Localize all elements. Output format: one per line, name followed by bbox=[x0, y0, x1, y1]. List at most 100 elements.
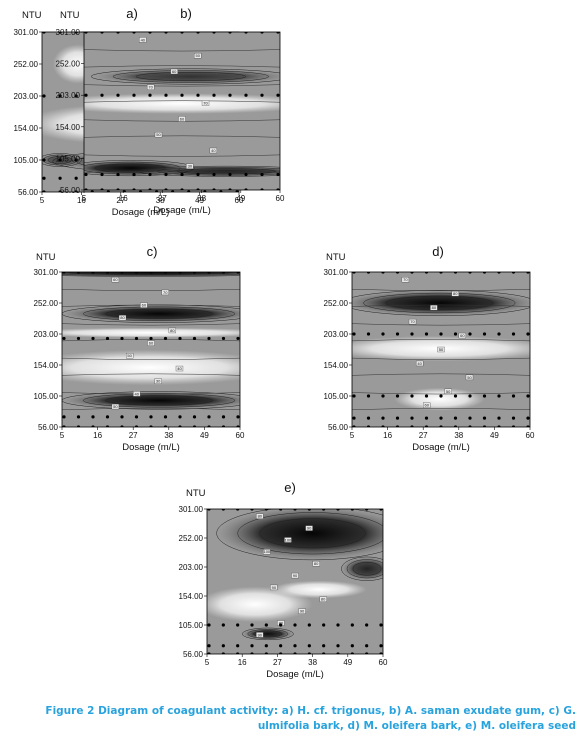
x-tick-label: 60 bbox=[276, 194, 285, 203]
sample-point bbox=[381, 332, 385, 336]
sample-point bbox=[511, 332, 516, 336]
sample-point bbox=[439, 416, 443, 420]
plot-frame bbox=[83, 31, 281, 191]
contour-value-tag: 80 bbox=[319, 596, 327, 602]
sample-point bbox=[236, 623, 240, 627]
sample-point bbox=[468, 394, 472, 398]
contour-line bbox=[62, 392, 240, 395]
x-tick-label: 38 bbox=[197, 194, 206, 203]
y-tick-label: 56.00 bbox=[183, 650, 204, 659]
sample-point bbox=[58, 94, 62, 98]
x-tick-label: 16 bbox=[93, 431, 102, 440]
contour-value-label: 60 bbox=[149, 341, 154, 346]
sample-point bbox=[336, 644, 340, 648]
contour-value-label: 80 bbox=[432, 305, 437, 310]
y-tick-label: 154.00 bbox=[179, 592, 204, 601]
contour-line bbox=[352, 290, 530, 316]
x-tick-label: 60 bbox=[526, 431, 535, 440]
y-tick-label: 203.00 bbox=[34, 330, 59, 339]
contour-value-tag: 90 bbox=[291, 572, 299, 579]
contour-value-tag: 50 bbox=[465, 374, 474, 381]
contour-value-label: 80 bbox=[314, 561, 319, 566]
x-tick-label: 38 bbox=[164, 431, 173, 440]
sample-point bbox=[468, 332, 472, 336]
contour-value-tag: 80 bbox=[118, 315, 127, 321]
contour-value-tag: 70 bbox=[146, 84, 155, 90]
contour-line bbox=[62, 274, 240, 276]
y-tick-label: 154.00 bbox=[34, 361, 59, 370]
sample-point bbox=[120, 415, 124, 419]
contour-value-tag: 60 bbox=[170, 68, 178, 75]
sample-point bbox=[134, 415, 139, 419]
sample-point bbox=[58, 176, 62, 180]
sample-point bbox=[100, 93, 104, 97]
x-tick-label: 5 bbox=[60, 431, 65, 440]
sample-point bbox=[163, 336, 168, 341]
sample-point bbox=[468, 416, 472, 420]
x-tick-label: 5 bbox=[350, 431, 355, 440]
x-tick-label: 27 bbox=[273, 658, 282, 667]
contour-line bbox=[62, 408, 240, 411]
x-tick-label: 60 bbox=[379, 658, 388, 667]
contour-value-label: 60 bbox=[460, 333, 465, 338]
contour-value-label: 40 bbox=[141, 37, 146, 42]
sample-point bbox=[116, 172, 120, 177]
contour-value-tag: 90 bbox=[298, 608, 306, 614]
sample-point bbox=[74, 94, 78, 98]
sample-point bbox=[395, 332, 400, 336]
contour-value-label: 80 bbox=[120, 315, 125, 320]
panel-label: b) bbox=[180, 6, 192, 21]
sample-point bbox=[244, 172, 248, 177]
contour-value-tag: 80 bbox=[451, 291, 459, 297]
contour-value-label: 100 bbox=[285, 537, 292, 542]
sample-point bbox=[276, 172, 280, 177]
x-tick-label: 16 bbox=[119, 194, 128, 203]
sample-point bbox=[236, 644, 240, 648]
sample-point bbox=[322, 644, 326, 648]
sample-point bbox=[352, 394, 356, 398]
sample-point bbox=[366, 394, 371, 398]
sample-point bbox=[207, 644, 211, 648]
contour-value-label: 60 bbox=[113, 277, 118, 282]
contour-value-tag: 40 bbox=[209, 147, 218, 154]
contour-value-tag: 50 bbox=[125, 353, 134, 359]
contour-value-tag: 70 bbox=[401, 277, 410, 283]
contour-value-label: 80 bbox=[170, 328, 175, 333]
contour-line bbox=[352, 373, 530, 376]
sample-point bbox=[293, 623, 297, 627]
contour-field: 80 90 100 100 80 90 90 80 90 80 90 bbox=[207, 509, 383, 654]
sample-point bbox=[84, 93, 88, 97]
sample-point bbox=[221, 415, 226, 419]
x-tick-label: 38 bbox=[454, 431, 463, 440]
contour-value-label: 100 bbox=[263, 549, 270, 554]
contour-line bbox=[90, 68, 280, 85]
sample-point bbox=[132, 172, 136, 177]
y-tick-label: 154.00 bbox=[56, 123, 81, 132]
x-axis-label: Dosage (m/L) bbox=[112, 207, 170, 218]
y-axis-label: NTU bbox=[22, 10, 42, 21]
contour-line bbox=[105, 308, 213, 319]
y-tick-label: 252.00 bbox=[34, 299, 59, 308]
contour-value-label: 90 bbox=[293, 573, 298, 578]
sample-point bbox=[352, 416, 356, 420]
contour-value-label: 80 bbox=[321, 597, 326, 602]
plot-frame bbox=[351, 271, 531, 428]
contour-value-tag: 40 bbox=[175, 365, 184, 372]
sample-point bbox=[164, 93, 168, 97]
contour-value-label: 50 bbox=[195, 53, 200, 58]
sample-point bbox=[149, 336, 153, 341]
sample-point bbox=[221, 644, 225, 648]
sample-point bbox=[244, 93, 248, 97]
y-tick-label: 105.00 bbox=[34, 392, 59, 401]
y-tick-label: 252.00 bbox=[56, 60, 81, 69]
contour-field: 60 70 60 80 80 60 50 40 30 40 50 bbox=[62, 272, 240, 427]
sample-point bbox=[350, 644, 354, 648]
sample-point bbox=[250, 623, 254, 627]
x-tick-label: 5 bbox=[205, 658, 210, 667]
contour-line bbox=[385, 295, 494, 311]
contour-value-label: 90 bbox=[307, 526, 312, 531]
x-tick-label: 16 bbox=[77, 196, 86, 205]
contour-line bbox=[216, 509, 383, 561]
sample-point bbox=[260, 93, 264, 97]
plot-frame bbox=[61, 271, 241, 428]
